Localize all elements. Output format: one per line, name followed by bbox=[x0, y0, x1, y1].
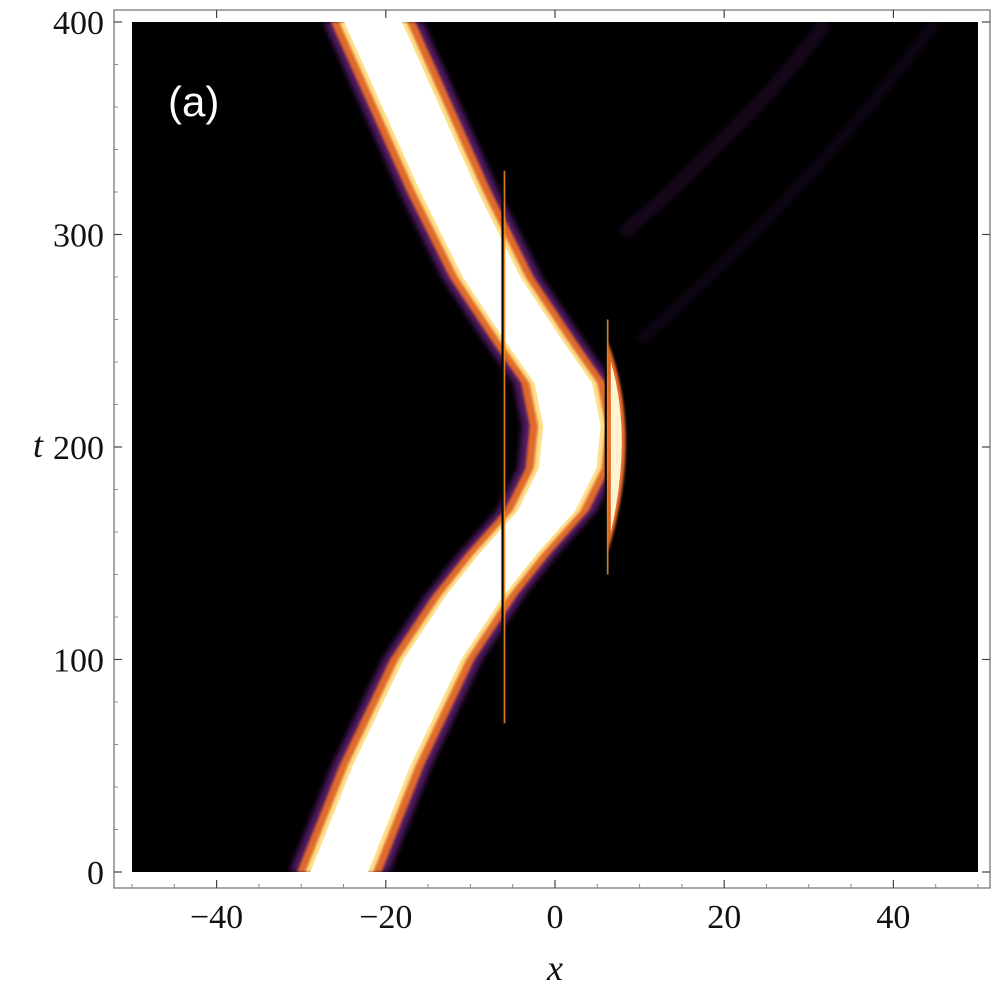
y-tick-label: 400 bbox=[53, 5, 104, 42]
y-tick-label: 100 bbox=[53, 643, 104, 680]
x-tick-label: 20 bbox=[707, 899, 741, 936]
x-tick-label: −20 bbox=[359, 899, 412, 936]
x-axis-label: x bbox=[546, 948, 563, 988]
y-tick-label: 300 bbox=[53, 218, 104, 255]
axis-ticks bbox=[114, 10, 990, 888]
y-tick-label: 200 bbox=[53, 430, 104, 467]
soliton-core bbox=[310, 22, 601, 872]
radiation-ripple bbox=[618, 22, 832, 240]
transmitted-lobe-core bbox=[610, 362, 622, 532]
plot-area bbox=[132, 22, 978, 872]
x-tick-label: 0 bbox=[547, 899, 564, 936]
y-tick-label: 0 bbox=[87, 855, 104, 892]
panel-label: (a) bbox=[168, 78, 219, 125]
x-tick-label: −40 bbox=[190, 899, 243, 936]
radiation-ripple bbox=[635, 22, 941, 346]
y-axis-label: t bbox=[33, 425, 44, 465]
x-tick-label: 40 bbox=[876, 899, 910, 936]
